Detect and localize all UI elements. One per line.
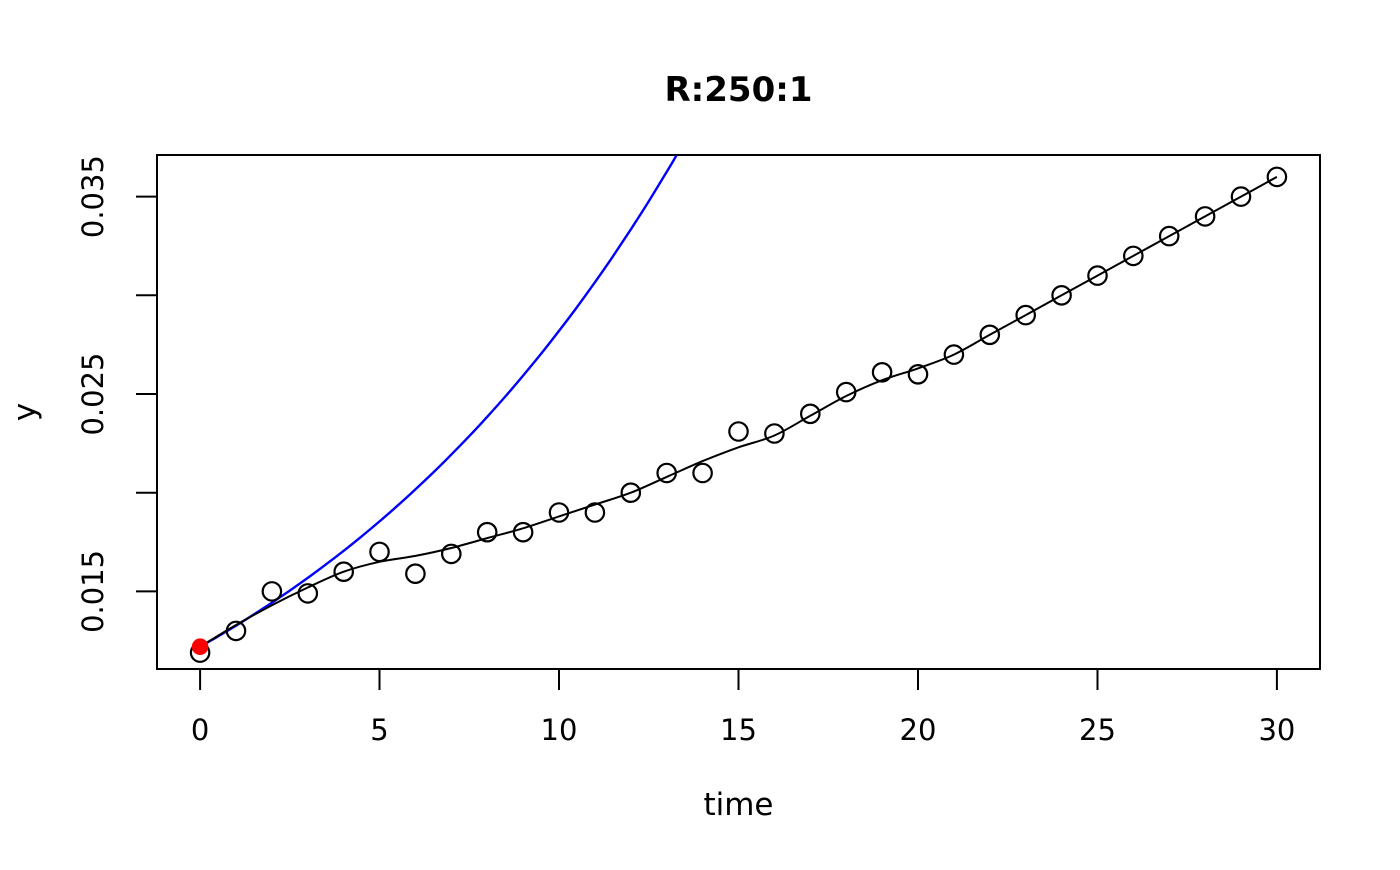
data-point-circle [548, 502, 570, 523]
data-point-circle [369, 541, 390, 563]
data-layer [199, 155, 1278, 648]
data-point-circle [692, 462, 713, 484]
data-point-circle [943, 344, 965, 365]
data-point-circle [1051, 284, 1072, 306]
data-point-circle [835, 381, 857, 403]
data-point-circle [1266, 166, 1288, 188]
x-axis-tick-label: 30 [1258, 713, 1295, 747]
data-point-circle [405, 563, 426, 584]
data-point-circle [871, 361, 893, 383]
x-axis-tick-label: 25 [1079, 713, 1116, 747]
data-point-circle [1123, 245, 1144, 267]
initial-point [191, 638, 209, 655]
axes-layer: 0 5 10 15 20 25 30 0.015 0.025 0.035 [76, 155, 1295, 747]
y-axis-label: y [7, 403, 43, 421]
data-point-circle [225, 620, 247, 642]
data-point-circle [1230, 186, 1252, 207]
plot-box [156, 154, 1321, 670]
data-point-circle [656, 462, 677, 484]
y-axis-tick-label: 0.035 [76, 155, 110, 238]
x-axis-tick-label: 0 [191, 713, 209, 747]
data-point-circle [584, 502, 606, 523]
data-point-circle [907, 363, 929, 385]
data-point-circle [333, 561, 354, 582]
points-layer [189, 166, 1288, 663]
x-axis-tick-label: 10 [541, 713, 578, 747]
y-axis-tick-label: 0.025 [76, 352, 110, 435]
data-point-circle [1158, 225, 1180, 247]
data-point-circle [261, 581, 283, 602]
y-axis-tick-label: 0.015 [76, 550, 110, 633]
data-point-circle [512, 521, 534, 543]
data-point-circle [620, 482, 642, 503]
model-curve [199, 155, 678, 648]
data-point-circle [1194, 206, 1216, 227]
data-point-circle [297, 583, 319, 604]
data-point-circle [979, 324, 1001, 346]
data-point-circle [799, 403, 821, 425]
x-axis-tick-label: 15 [720, 713, 757, 747]
data-point-circle [1087, 265, 1108, 286]
x-axis-label: time [703, 787, 773, 823]
x-axis-tick-label: 5 [370, 713, 388, 747]
data-point-circle [476, 521, 498, 543]
fitted-curve [199, 176, 1278, 648]
data-point-circle [728, 421, 749, 442]
data-point-circle [764, 423, 785, 444]
data-point-circle [1015, 304, 1036, 326]
x-axis-tick-label: 20 [900, 713, 937, 747]
data-point-circle [440, 543, 462, 565]
chart-title: R:250:1 [664, 70, 812, 110]
